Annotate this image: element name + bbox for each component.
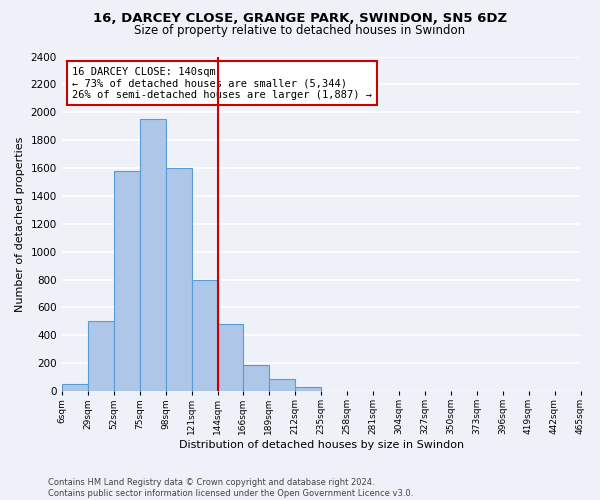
Bar (295, 387, 320, 391)
Bar (191, 280, 218, 391)
Bar (166, 168, 191, 391)
Bar (62, 384, 88, 391)
Text: 16 DARCEY CLOSE: 140sqm
← 73% of detached houses are smaller (5,344)
26% of semi: 16 DARCEY CLOSE: 140sqm ← 73% of detache… (72, 66, 372, 100)
Bar (88, 322, 113, 391)
Bar (242, 364, 269, 391)
Text: Contains HM Land Registry data © Crown copyright and database right 2024.
Contai: Contains HM Land Registry data © Crown c… (48, 478, 413, 498)
Y-axis label: Number of detached properties: Number of detached properties (15, 136, 25, 312)
X-axis label: Distribution of detached houses by size in Swindon: Distribution of detached houses by size … (179, 440, 464, 450)
Bar (140, 119, 166, 391)
Bar (269, 378, 295, 391)
Bar (113, 171, 140, 391)
Text: 16, DARCEY CLOSE, GRANGE PARK, SWINDON, SN5 6DZ: 16, DARCEY CLOSE, GRANGE PARK, SWINDON, … (93, 12, 507, 26)
Text: Size of property relative to detached houses in Swindon: Size of property relative to detached ho… (134, 24, 466, 37)
Bar (218, 324, 242, 391)
